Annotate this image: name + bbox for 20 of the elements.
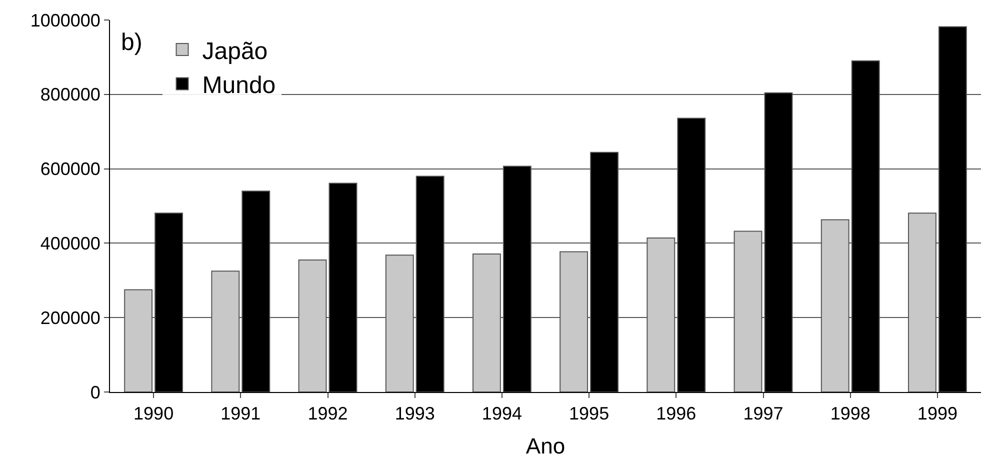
y-tick-label: 1000000: [30, 10, 100, 30]
x-axis-title: Ano: [526, 434, 566, 458]
annotation: b): [121, 29, 142, 56]
y-tick-label: 800000: [40, 84, 100, 105]
y-tick-label: 0: [90, 382, 100, 402]
x-tick-label: 1994: [482, 404, 522, 424]
x-tick-label: 1990: [134, 404, 174, 424]
x-tick-label: 1996: [656, 404, 696, 424]
x-tick-label: 1991: [220, 404, 261, 424]
x-tick-label: 1998: [830, 404, 870, 424]
x-tick-label: 1999: [917, 404, 958, 424]
legend-label: Mundo: [202, 72, 276, 100]
y-tick-label: 400000: [40, 234, 100, 254]
legend-label: Japão: [202, 38, 268, 65]
x-tick-label: 1993: [394, 404, 435, 424]
x-tick-label: 1997: [743, 404, 784, 424]
x-tick-label: 1992: [308, 404, 348, 424]
y-tick-label: 600000: [40, 159, 100, 180]
y-tick-label: 200000: [40, 308, 100, 328]
x-tick-label: 1995: [569, 404, 610, 424]
